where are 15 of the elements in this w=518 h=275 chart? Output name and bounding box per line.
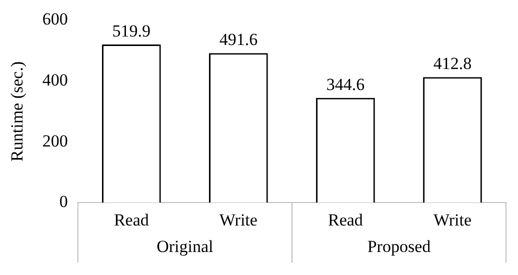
x-tick-label: Read	[114, 210, 150, 230]
y-tick-label: 200	[42, 131, 68, 150]
text: Proposed	[367, 237, 432, 256]
y-tick-label: 600	[42, 10, 68, 29]
text: Original	[156, 237, 214, 256]
x-tick-label: Read	[328, 210, 364, 230]
data-label: 491.6	[219, 30, 258, 50]
y-tick-label: 400	[42, 70, 68, 90]
data-label: 412.8	[433, 54, 472, 74]
x-tick-label: Write	[433, 210, 472, 230]
y-tick-label: 0	[59, 192, 68, 212]
y-axis-title: Runtime (sec.)	[8, 61, 27, 162]
data-label: 344.6	[326, 74, 365, 94]
x-tick-label: Write	[219, 210, 258, 230]
data-label: 519.9	[112, 22, 151, 41]
